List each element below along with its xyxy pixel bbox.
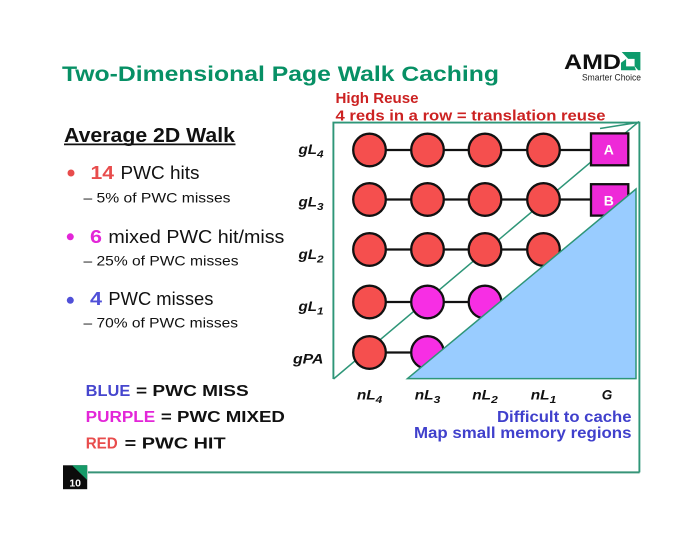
svg-text:= PWC MIXED: = PWC MIXED [161, 409, 285, 426]
svg-text:10: 10 [69, 478, 81, 490]
svg-text:– 70% of PWC misses: – 70% of PWC misses [84, 315, 239, 331]
svg-text:4: 4 [90, 289, 102, 309]
svg-text:14: 14 [91, 163, 115, 183]
svg-text:Two-Dimensional Page Walk Cach: Two-Dimensional Page Walk Caching [62, 62, 499, 86]
svg-text:BLUE: BLUE [86, 383, 131, 400]
svg-text:PURPLE: PURPLE [86, 409, 156, 426]
svg-text:Difficult to cache: Difficult to cache [497, 409, 632, 426]
svg-text:PWC misses: PWC misses [108, 289, 213, 309]
svg-text:gPA: gPA [292, 351, 324, 366]
svg-text:– 25% of PWC misses: – 25% of PWC misses [84, 253, 239, 269]
svg-text:6: 6 [90, 227, 102, 247]
svg-text:AMD: AMD [564, 51, 621, 74]
svg-text:High Reuse: High Reuse [336, 90, 419, 107]
svg-text:G: G [602, 388, 613, 403]
svg-text:= PWC MISS: = PWC MISS [136, 383, 249, 400]
svg-text:A: A [604, 141, 614, 157]
svg-text:mixed PWC hit/miss: mixed PWC hit/miss [108, 227, 284, 247]
svg-text:PWC hits: PWC hits [121, 163, 200, 183]
svg-text:Map small memory regions: Map small memory regions [414, 425, 632, 442]
svg-text:4 reds in a row = translation: 4 reds in a row = translation reuse [336, 108, 606, 125]
svg-text:= PWC HIT: = PWC HIT [125, 436, 226, 453]
svg-text:– 5% of PWC misses: – 5% of PWC misses [84, 190, 231, 206]
svg-text:B: B [604, 192, 614, 208]
svg-text:RED: RED [86, 436, 118, 453]
svg-text:Smarter Choice: Smarter Choice [582, 73, 641, 83]
svg-text:Average 2D Walk: Average 2D Walk [64, 124, 236, 147]
